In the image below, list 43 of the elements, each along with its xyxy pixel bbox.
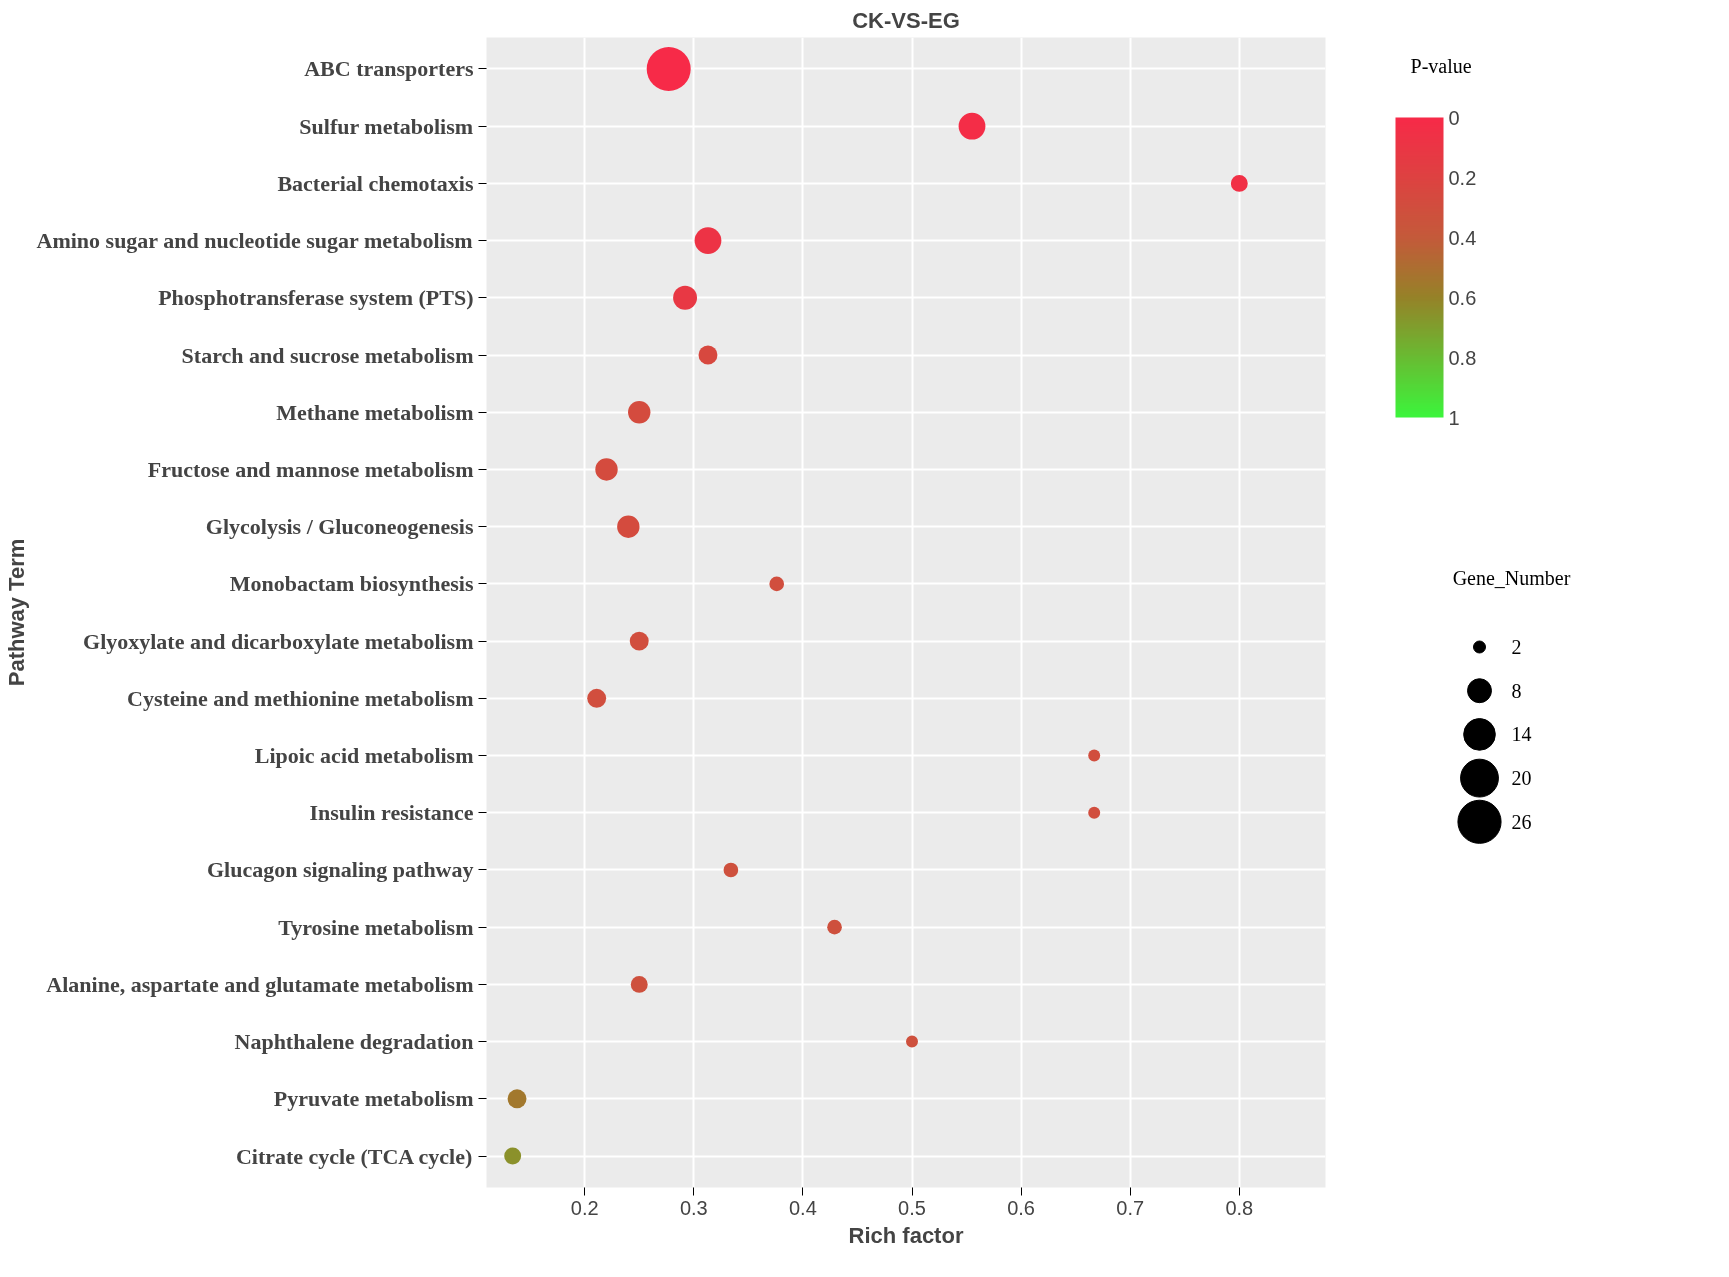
y-tick-label: Naphthalene degradation [234, 1029, 474, 1055]
y-tick-label: Citrate cycle (TCA cycle) [235, 1143, 473, 1169]
color-bar-label: 0.8 [1448, 346, 1477, 369]
y-tick-label: Bacterial chemotaxis [277, 170, 474, 196]
legend-title: Gene_Number [1452, 567, 1571, 589]
y-tick-label: Amino sugar and nucleotide sugar metabolism [36, 228, 473, 254]
y-tick-label: Phosphotransferase system (PTS) [158, 285, 474, 311]
x-tick-label: 0.2 [570, 1196, 599, 1219]
x-axis-title: Rich factor [848, 1222, 964, 1248]
y-tick-label: Glycolysis / Gluconeogenesis [205, 514, 474, 540]
legend-label: 8 [1511, 679, 1522, 702]
x-tick-label: 0.3 [679, 1196, 708, 1219]
color-bar-label: 1 [1448, 406, 1460, 429]
y-tick-label: ABC transporters [304, 56, 474, 82]
y-tick-label: Glucagon signaling pathway [206, 857, 474, 883]
y-tick-label: Sulfur metabolism [299, 113, 474, 139]
y-tick-label: Methane metabolism [276, 399, 474, 425]
color-bar-title: P-value [1410, 55, 1472, 78]
x-tick-label: 0.4 [789, 1196, 817, 1219]
legend-label: 2 [1511, 636, 1522, 658]
x-tick-label: 0.6 [1007, 1196, 1036, 1219]
y-tick-label: Tyrosine metabolism [278, 914, 474, 940]
y-tick-label: Starch and sucrose metabolism [181, 342, 474, 368]
y-tick-label: Insulin resistance [309, 800, 474, 826]
legend-label: 20 [1511, 767, 1532, 790]
y-tick-label: Alanine, aspartate and glutamate metabolism [46, 971, 474, 997]
x-tick-label: 0.5 [898, 1196, 926, 1219]
color-bar-label: 0.2 [1448, 166, 1477, 189]
y-tick-label: Cysteine and methionine metabolism [127, 685, 474, 711]
legend-label: 26 [1511, 810, 1532, 833]
color-bar-label: 0 [1448, 106, 1460, 129]
y-axis-title: Pathway Term [3, 538, 29, 687]
y-tick-label: Pyruvate metabolism [273, 1086, 474, 1112]
y-tick-label: Monobactam biosynthesis [229, 571, 474, 597]
x-tick-label: 0.8 [1225, 1196, 1254, 1219]
y-tick-label: Glyoxylate and dicarboxylate metabolism [83, 628, 474, 654]
color-bar-label: 0.4 [1448, 226, 1477, 249]
chart-title: CK-VS-EG [852, 7, 960, 33]
y-tick-label: Lipoic acid metabolism [254, 743, 474, 769]
legend-label: 14 [1511, 723, 1532, 746]
x-tick-label: 0.7 [1116, 1196, 1145, 1219]
y-tick-label: Fructose and mannose metabolism [147, 456, 474, 482]
color-bar-label: 0.6 [1448, 286, 1477, 309]
